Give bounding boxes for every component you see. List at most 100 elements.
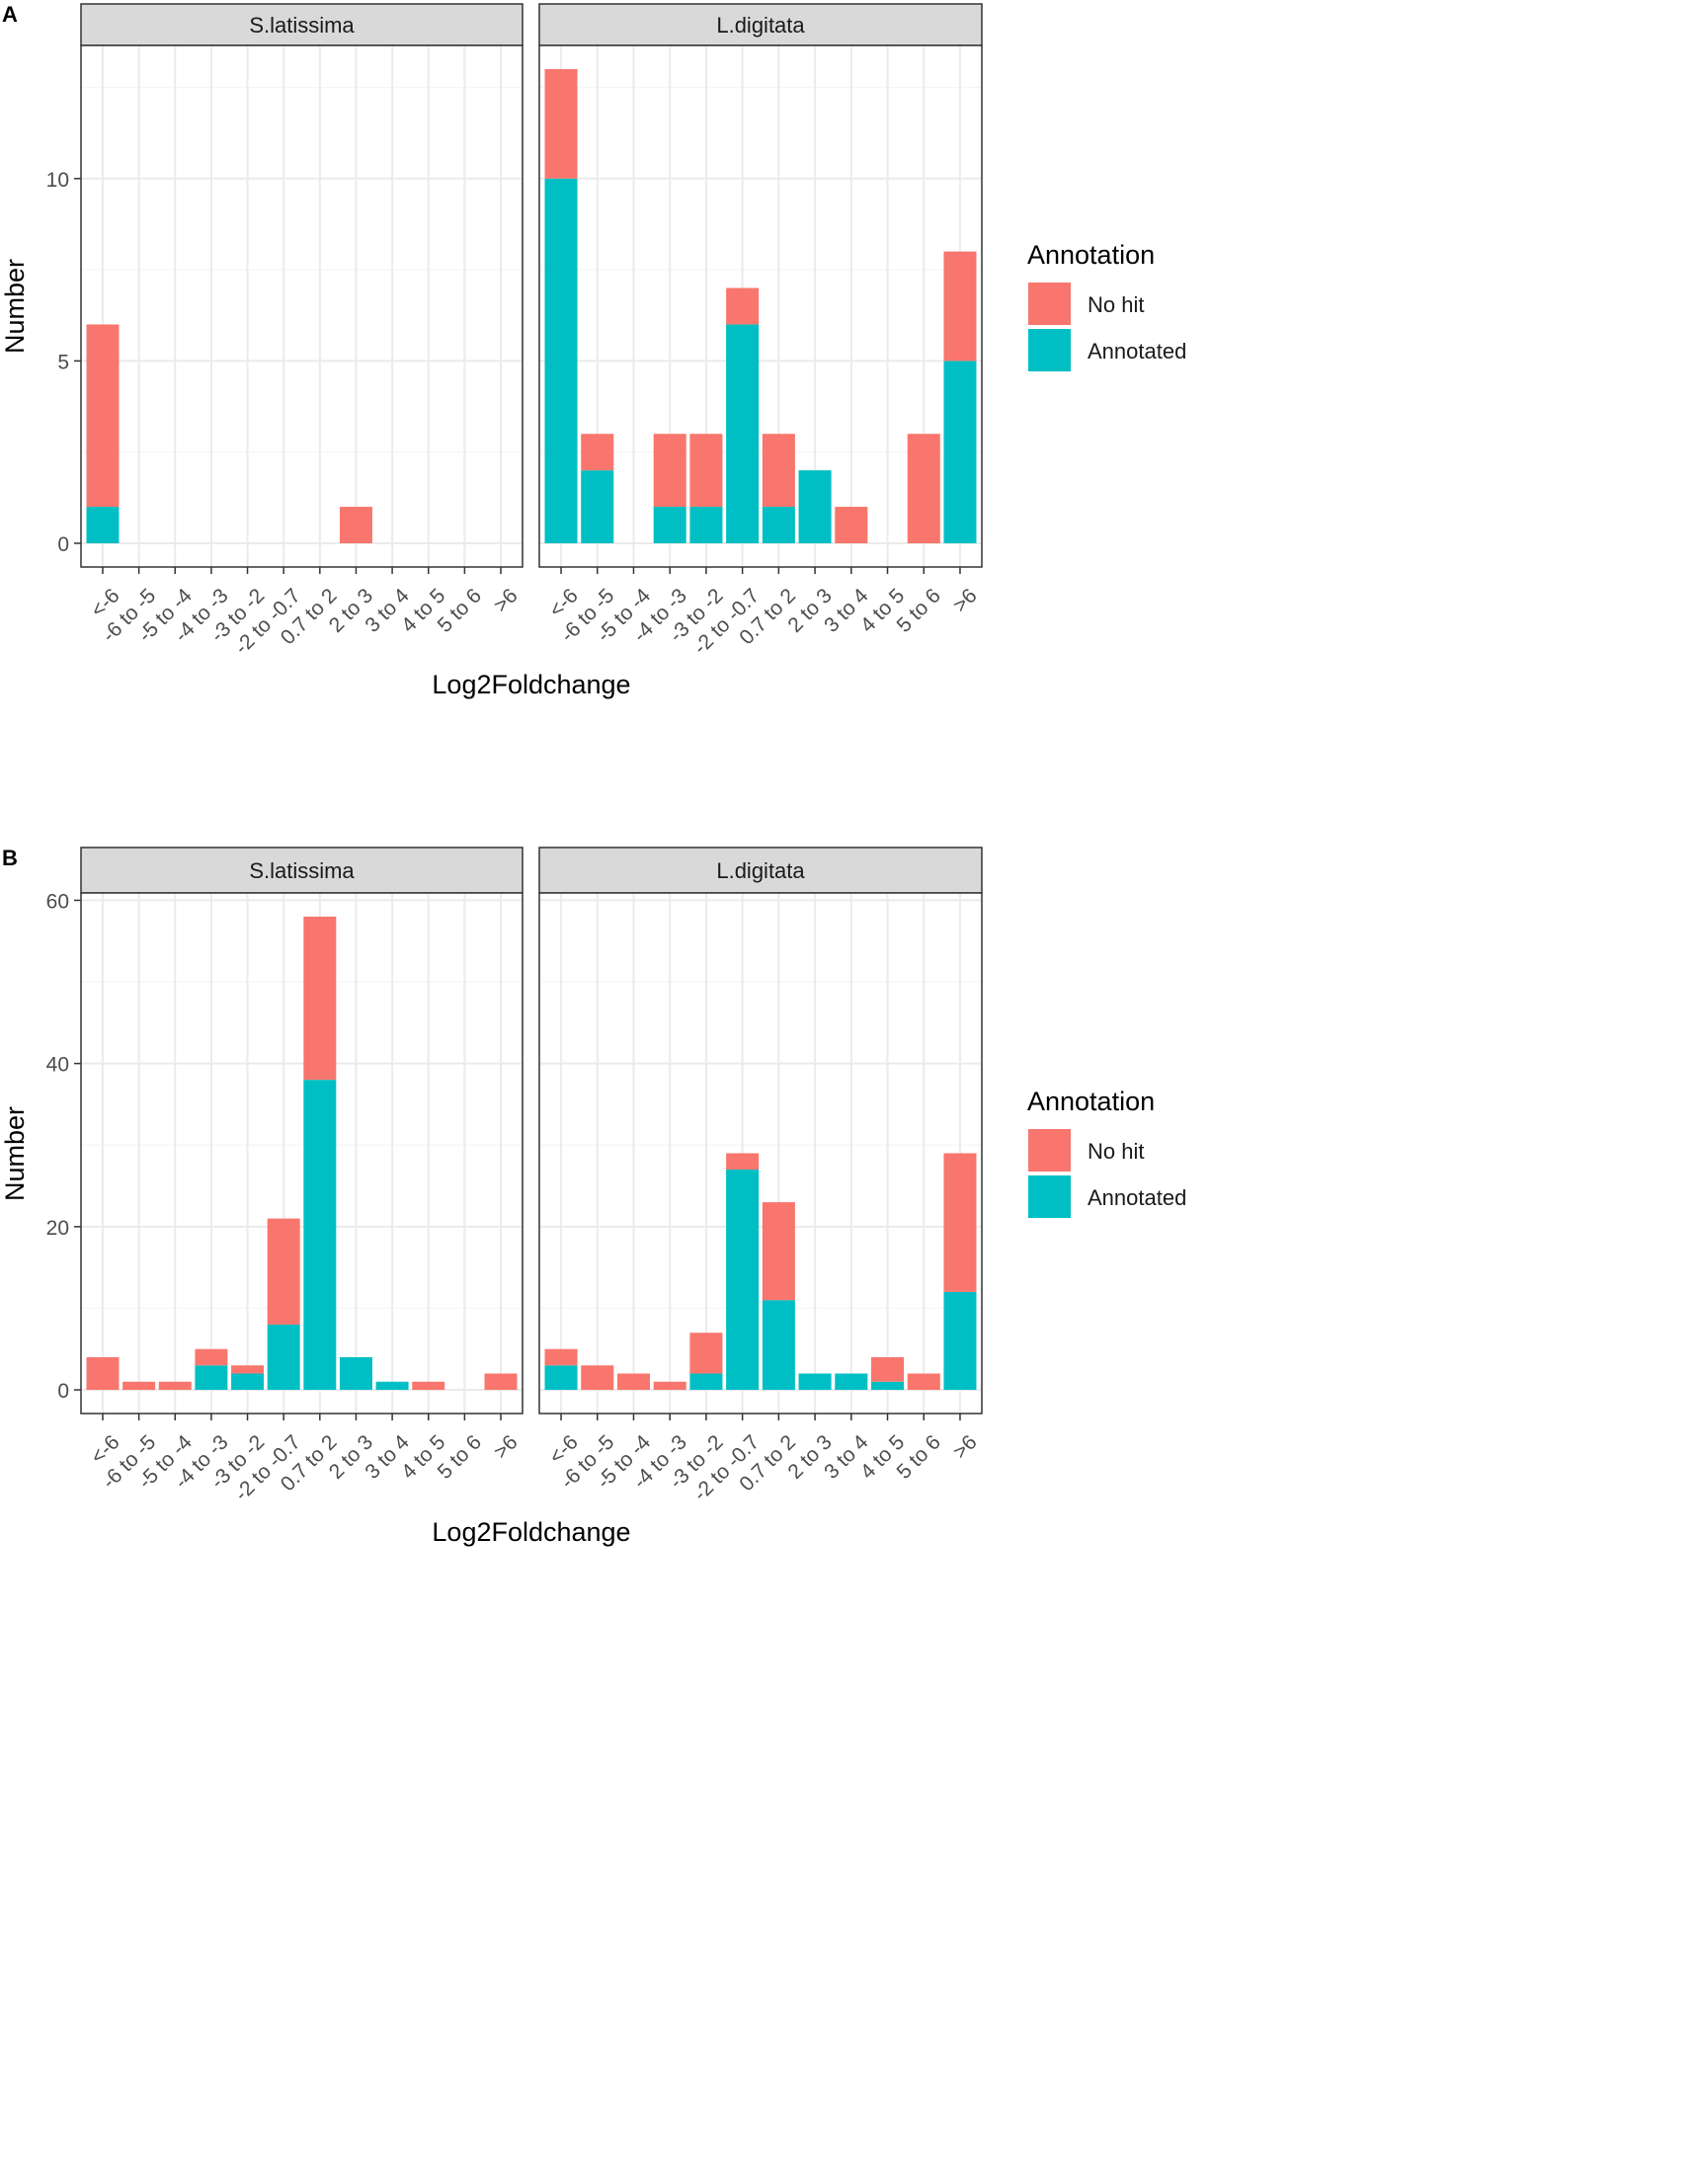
plot-background (81, 45, 523, 567)
x-tick-label: >6 (948, 1430, 981, 1463)
bar-no-hit (484, 1373, 518, 1391)
legend-key-no-hit (1028, 1129, 1071, 1172)
bar-no-hit (303, 916, 337, 1081)
bar-no-hit (871, 1357, 905, 1382)
bar-annotated (726, 324, 760, 543)
bar-no-hit (835, 507, 868, 543)
legend-label: No hit (1088, 292, 1144, 317)
legend-title: Annotation (1027, 1087, 1155, 1116)
bar-no-hit (653, 1381, 686, 1391)
bar-annotated (339, 1357, 372, 1391)
bar-no-hit (762, 434, 795, 508)
facet-strip (538, 3, 983, 46)
x-axis-title: Log2Foldchange (432, 1517, 630, 1547)
bar-annotated (835, 1373, 868, 1391)
bar-annotated (798, 470, 832, 543)
bar-annotated (689, 1373, 723, 1391)
facet-strip (80, 3, 524, 46)
bar-annotated (231, 1373, 265, 1391)
x-tick-label: >6 (948, 584, 981, 616)
facet-title: S.latissima (249, 13, 355, 38)
facet-title: S.latissima (249, 858, 355, 883)
bar-no-hit (339, 507, 372, 543)
facet-title: L.digitata (716, 858, 805, 883)
bar-no-hit (544, 1348, 578, 1366)
facet-s-latissima: S.latissima<-6-6 to -5-5 to -4-4 to -3-3… (46, 847, 524, 1505)
y-tick-label: 5 (57, 351, 69, 373)
panel-border (538, 892, 983, 1415)
chart-a: A S.latissima<-6-6 to -5-5 to -4-4 to -3-… (0, 2, 1186, 699)
chart-b: B S.latissima<-6-6 to -5-5 to -4-4 to -3-… (0, 846, 1186, 1547)
bar-no-hit (544, 69, 578, 179)
y-tick-label: 0 (57, 1380, 69, 1403)
bar-annotated (762, 507, 795, 543)
bar-no-hit (158, 1381, 192, 1391)
facet-title: L.digitata (716, 13, 805, 38)
bar-no-hit (231, 1365, 265, 1374)
y-axis-title: Number (0, 1106, 30, 1201)
y-tick-label: 10 (46, 169, 69, 192)
bar-annotated (943, 1291, 977, 1391)
legend-label: Annotated (1088, 1185, 1186, 1210)
y-tick-label: 60 (46, 890, 69, 913)
bar-no-hit (653, 434, 686, 508)
panel-border (80, 44, 524, 568)
legend-key-annotated (1028, 1175, 1071, 1218)
bar-annotated (544, 178, 578, 543)
facet-strip (80, 847, 524, 894)
facet-l-digitata: L.digitata<-6-6 to -5-5 to -4-4 to -3-3 … (538, 847, 983, 1505)
facet-strip (538, 847, 983, 894)
panel-border (538, 44, 983, 568)
legend-label: No hit (1088, 1139, 1144, 1164)
plot-background (81, 893, 523, 1414)
figure-panel-label: A (2, 2, 18, 27)
legend-title: Annotation (1027, 240, 1155, 270)
bar-no-hit (86, 1357, 120, 1391)
bar-no-hit (726, 287, 760, 325)
legend-key-no-hit (1028, 283, 1071, 325)
y-axis-title: Number (0, 259, 30, 354)
plot-background (539, 893, 982, 1414)
bar-no-hit (943, 1153, 977, 1292)
bar-no-hit (907, 434, 940, 543)
bar-annotated (653, 507, 686, 543)
bar-no-hit (581, 434, 614, 471)
bar-no-hit (581, 1365, 614, 1391)
facet-s-latissima: S.latissima<-6-6 to -5-5 to -4-4 to -3-3… (46, 3, 524, 659)
bar-annotated (943, 361, 977, 543)
figure-panel-label: B (2, 846, 18, 870)
bar-annotated (726, 1170, 760, 1391)
y-tick-label: 40 (46, 1054, 69, 1077)
bar-annotated (544, 1365, 578, 1391)
bar-no-hit (943, 251, 977, 362)
y-tick-label: 0 (57, 533, 69, 556)
y-tick-label: 20 (46, 1217, 69, 1240)
bar-no-hit (122, 1381, 156, 1391)
legend-key-annotated (1028, 329, 1071, 371)
bar-no-hit (412, 1381, 445, 1391)
bar-annotated (581, 470, 614, 543)
bar-annotated (267, 1324, 300, 1391)
bar-annotated (375, 1381, 409, 1391)
bar-no-hit (195, 1348, 228, 1366)
bar-no-hit (616, 1373, 650, 1391)
bar-no-hit (267, 1218, 300, 1325)
panel-border (80, 892, 524, 1415)
bar-no-hit (86, 324, 120, 508)
bar-annotated (871, 1381, 905, 1391)
bar-no-hit (762, 1202, 795, 1301)
bar-no-hit (907, 1373, 940, 1391)
bar-annotated (86, 507, 120, 543)
x-axis-title: Log2Foldchange (432, 670, 630, 699)
bar-annotated (762, 1300, 795, 1391)
bar-no-hit (689, 1333, 723, 1374)
bar-no-hit (689, 434, 723, 508)
bar-no-hit (726, 1153, 760, 1171)
legend-label: Annotated (1088, 339, 1186, 364)
bar-annotated (303, 1080, 337, 1391)
legend: Annotation No hit Annotated (1027, 240, 1186, 371)
bar-annotated (798, 1373, 832, 1391)
x-tick-label: >6 (490, 584, 523, 616)
bar-annotated (195, 1365, 228, 1391)
